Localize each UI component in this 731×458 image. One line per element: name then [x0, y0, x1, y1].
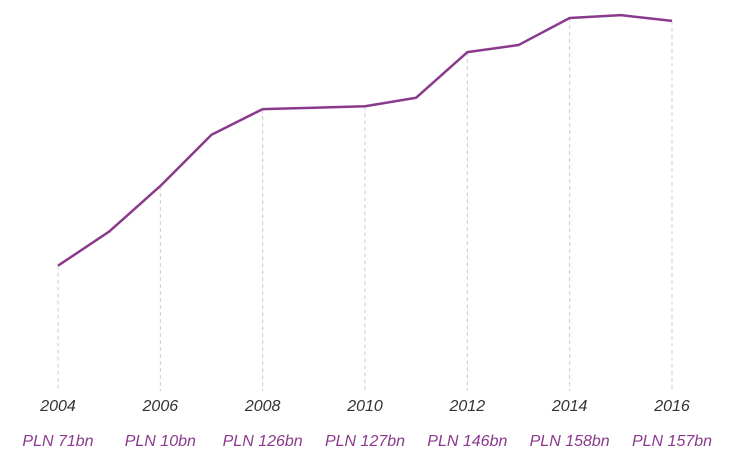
x-tick-label: 2006 — [142, 398, 179, 415]
x-tick-label: 2004 — [39, 398, 76, 415]
annotation: PLN 127bn — [325, 433, 405, 450]
annotation: PLN 157bn — [632, 433, 712, 450]
x-tick-label: 2008 — [244, 398, 281, 415]
annotation: PLN 10bn — [125, 433, 196, 450]
x-tick-label: 2010 — [346, 398, 383, 415]
x-tick-label: 2014 — [551, 398, 588, 415]
annotation: PLN 126bn — [223, 433, 303, 450]
annotation: PLN 71bn — [22, 433, 93, 450]
x-tick-label: 2016 — [653, 398, 690, 415]
x-tick-label: 2012 — [449, 398, 486, 415]
annotation: PLN 146bn — [427, 433, 507, 450]
annotation: PLN 158bn — [530, 433, 610, 450]
line — [57, 13, 673, 267]
